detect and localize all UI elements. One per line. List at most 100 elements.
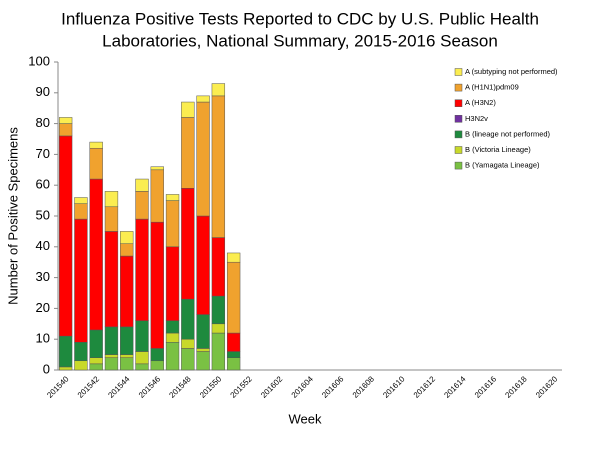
bar-segment [120,357,134,371]
bar-segment [89,329,103,358]
bar-segment [196,314,210,349]
x-tick-label: 201542 [76,374,102,400]
bar-segment [74,360,88,371]
x-tick-label: 201544 [106,374,132,400]
x-tick-label: 201602 [259,374,285,400]
x-tick-label: 201620 [534,374,560,400]
x-tick-label: 201552 [229,374,255,400]
bar-segment [226,351,241,358]
bar-segment [226,332,241,352]
bar-segment [58,366,73,371]
legend-label: A (H3N2) [465,98,496,107]
legend-label: B (lineage not performed) [465,129,551,138]
y-tick-label: 80 [36,115,50,130]
bar-segment [89,141,103,149]
bar-segment [150,360,164,371]
x-tick-label: 201548 [167,374,193,400]
y-tick-label: 20 [36,300,50,315]
bar-segment [226,261,241,334]
chart-title: Influenza Positive Tests Reported to CDC… [61,9,539,28]
x-tick-label: 201612 [412,374,438,400]
bar-segment [211,95,226,238]
bar-segment [58,135,73,337]
bar-segment [181,298,195,340]
bar-segment [196,348,210,352]
bar-segment [89,357,103,365]
bar-segment [150,169,164,223]
bar-segment [104,231,119,328]
bar-segment [181,338,195,349]
bar-segment [58,117,73,124]
bar-segment [89,147,103,180]
bar-segment [165,200,180,248]
bar-segment [181,348,195,371]
bar-segment [181,117,195,189]
bar-segment [196,351,210,371]
legend-label: B (Yamagata Lineage) [465,161,540,170]
bar-segment [181,101,195,118]
bar-segment [104,357,119,371]
x-tick-label: 201610 [381,374,407,400]
bar-segment [211,295,226,325]
legend-label: B (Victoria Lineage) [465,145,531,154]
bar-segment [211,332,226,371]
legend-swatch [454,161,463,170]
bar-segment [120,255,134,328]
bar-segment [196,215,210,315]
bar-segment [165,246,180,321]
bar-segment [104,354,119,358]
bar-segment [120,231,134,244]
bar-segment [181,188,195,300]
bar-segment [135,178,149,192]
bar-segment [135,320,149,352]
bar-segment [211,323,226,334]
bar-segment [135,218,149,321]
x-tick-label: 201614 [442,374,468,400]
bar-segment [196,95,210,103]
bar-segment [74,203,88,220]
bar-segment [135,191,149,220]
x-tick-label: 201546 [137,374,163,400]
y-tick-label: 70 [36,146,50,161]
bar-segment [89,178,103,331]
bar-segment [104,191,119,208]
bar-segment [104,326,119,355]
chart-title: Laboratories, National Summary, 2015-201… [102,31,498,50]
x-tick-label: 201604 [290,374,316,400]
bar-segment [150,166,164,171]
legend-swatch [454,83,463,92]
y-tick-label: 10 [36,331,50,346]
bar-segment [150,221,164,349]
bar-segment [120,243,134,257]
x-tick-label: 201616 [473,374,499,400]
bar-segment [165,332,180,343]
bar-segment [89,363,103,371]
bar-segment [211,83,226,97]
bar-segment [74,197,88,204]
legend-label: A (subtyping not performed) [465,67,558,76]
bar-segment [74,218,88,343]
x-tick-label: 201540 [45,374,71,400]
x-axis-title: Week [289,411,322,426]
y-tick-label: 90 [36,84,50,99]
x-tick-label: 201608 [351,374,377,400]
bar-segment [165,194,180,201]
bar-segment [211,237,226,297]
bar-segment [58,335,73,368]
y-axis-title: Number of Positive Specimens [5,127,20,305]
bar-segment [58,123,73,137]
bar-segment [120,326,134,355]
x-tick-label: 201606 [320,374,346,400]
y-tick-label: 100 [28,53,50,68]
legend-swatch [454,115,463,123]
legend-swatch [454,68,463,76]
y-tick-label: 0 [43,361,50,376]
bar-segment [226,357,241,371]
legend-swatch [454,146,463,154]
bar-segment [165,342,180,371]
x-tick-label: 201618 [503,374,529,400]
legend-swatch [454,99,463,107]
bar-segment [104,206,119,232]
y-tick-label: 40 [36,238,50,253]
